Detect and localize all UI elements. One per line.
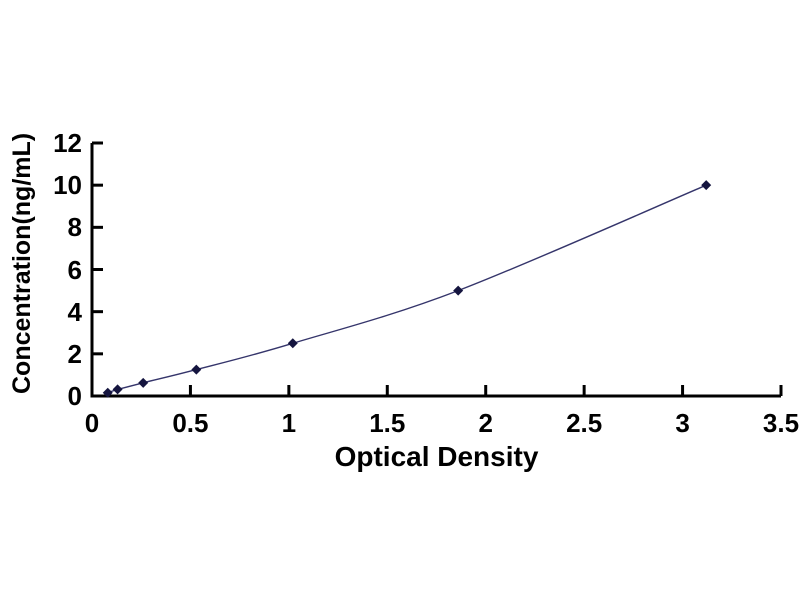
curve-line bbox=[107, 184, 707, 394]
x-tick-label: 2 bbox=[478, 408, 493, 438]
data-point-marker bbox=[701, 180, 712, 191]
data-point-marker bbox=[191, 364, 202, 375]
y-tick-label: 2 bbox=[67, 338, 82, 369]
data-point-marker bbox=[138, 377, 149, 388]
y-tick-label: 8 bbox=[67, 212, 82, 243]
x-tick-label: 0 bbox=[84, 408, 100, 438]
x-tick-label: 2.5 bbox=[566, 408, 603, 438]
x-tick-label: 1 bbox=[281, 408, 297, 438]
y-tick-label: 6 bbox=[67, 254, 82, 285]
y-tick-label: 0 bbox=[67, 381, 82, 411]
data-point-marker bbox=[453, 285, 464, 296]
x-axis-title: Optical Density bbox=[334, 441, 539, 472]
data-point-marker bbox=[102, 387, 113, 398]
y-tick-label: 12 bbox=[53, 128, 82, 158]
data-point-marker bbox=[112, 384, 123, 395]
x-tick-label: 3.5 bbox=[762, 408, 800, 438]
y-tick-label: 10 bbox=[53, 170, 82, 201]
x-tick-label: 3 bbox=[675, 408, 690, 438]
data-point-marker bbox=[287, 338, 298, 349]
x-tick-label: 0.5 bbox=[172, 408, 209, 438]
y-tick-label: 4 bbox=[67, 296, 82, 327]
y-axis-title: Concentration(ng/mL) bbox=[8, 132, 36, 394]
x-tick-label: 1.5 bbox=[369, 408, 406, 438]
